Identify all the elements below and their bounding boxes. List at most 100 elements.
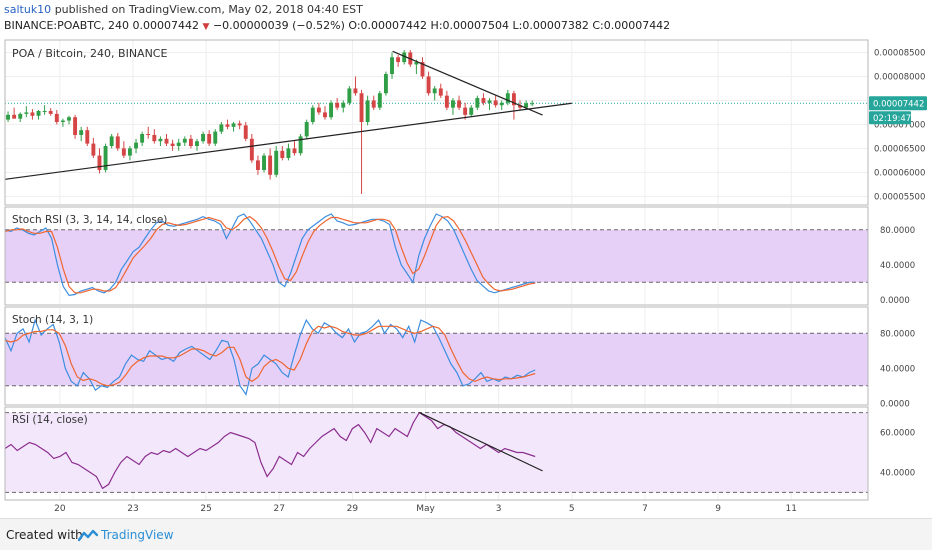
- y-tick-label: 0.00006500: [874, 144, 925, 154]
- candle-body: [347, 88, 352, 103]
- indicator-title: Stoch (14, 3, 1): [12, 314, 93, 326]
- candle-body: [457, 100, 462, 108]
- price-pane-border: [4, 39, 869, 206]
- x-tick-label: 25: [200, 504, 211, 514]
- candle-body: [499, 102, 504, 106]
- candle-body: [73, 117, 78, 135]
- candle-body: [54, 113, 59, 123]
- candle-body: [438, 88, 443, 96]
- candle-body: [60, 120, 65, 123]
- candle-body: [225, 124, 230, 127]
- candle-body: [511, 93, 516, 106]
- indicator-title: RSI (14, close): [12, 414, 88, 426]
- y-tick-label: 0.00006000: [874, 168, 925, 178]
- candle-body: [134, 142, 138, 149]
- pane-frame-0: [4, 39, 869, 206]
- candle-body: [341, 102, 346, 108]
- candle-body: [188, 138, 193, 147]
- last-price-tag: [869, 96, 927, 111]
- published-text: published on TradingView.com, May 02, 20…: [54, 3, 363, 16]
- y-tick-label: 0.00008000: [874, 72, 925, 82]
- candle-body: [207, 134, 212, 144]
- candle-body: [329, 102, 334, 118]
- y-tick-label: 60.0000: [880, 429, 915, 439]
- candle-body: [426, 76, 431, 94]
- x-tick-label: 23: [127, 504, 138, 514]
- candle-body: [219, 124, 224, 132]
- candle-body: [310, 107, 315, 123]
- candle-body: [396, 57, 401, 63]
- candle-body: [377, 93, 382, 108]
- candle-body: [170, 143, 175, 147]
- tradingview-link[interactable]: TradingView: [101, 528, 174, 542]
- indicator-title: Stoch RSI (3, 3, 14, 14, close): [12, 214, 167, 226]
- candle-body: [140, 134, 145, 143]
- chart-canvas[interactable]: 20 23 25 27 29 May 3 5 7 9 11 0.00008500 0.00008000 0…: [0, 0, 932, 518]
- candle-body: [365, 100, 370, 123]
- price-trendline-0: [4, 102, 572, 180]
- series-line-1: [4, 215, 536, 294]
- candle-body: [201, 134, 206, 142]
- candle-body: [402, 52, 407, 63]
- candle-body: [36, 110, 41, 116]
- pane-border: [4, 406, 869, 501]
- candle-body: [316, 107, 321, 113]
- x-tick-label: 27: [274, 504, 285, 514]
- author-username[interactable]: saltuk10: [4, 3, 52, 16]
- y-tick-label: 40.0000: [880, 364, 915, 374]
- candle-body: [42, 110, 47, 112]
- tradingview-logo-icon[interactable]: [77, 528, 99, 547]
- y-tick-label: 0.0000: [880, 399, 910, 409]
- footer-bar: Created with TradingView: [0, 518, 932, 550]
- pane-border: [4, 206, 869, 306]
- last-price: 0.00007442: [132, 19, 200, 32]
- candle-body: [414, 62, 419, 65]
- candle-body: [286, 148, 291, 158]
- price-trendline-1: [392, 50, 543, 116]
- last-price-tag-label: 0.00007442: [873, 100, 924, 110]
- candle-body: [121, 148, 126, 156]
- candle-body: [18, 113, 23, 119]
- band-fill-2: [5, 333, 868, 386]
- candle-body: [146, 134, 151, 136]
- candle-body: [48, 110, 53, 114]
- candle-body: [493, 100, 498, 106]
- candle-body: [487, 100, 492, 103]
- y-tick-label: 80.0000: [880, 226, 915, 236]
- pane-border: [4, 306, 869, 406]
- candle-body: [444, 95, 449, 108]
- x-tick-label: May: [416, 504, 435, 514]
- candle-body: [164, 138, 169, 144]
- down-arrow-icon: ▼: [202, 22, 210, 32]
- symbol-line: BINANCE:POABTC, 240: [4, 19, 130, 32]
- candle-body: [115, 136, 120, 149]
- candle-body: [475, 98, 480, 108]
- countdown-tag-label: 02:19:47: [873, 114, 911, 124]
- candle-body: [67, 117, 71, 121]
- candle-body: [280, 150, 285, 158]
- candle-body: [420, 62, 425, 77]
- created-with-label: Created with: [6, 528, 83, 542]
- candle-body: [243, 125, 248, 139]
- candle-body: [383, 74, 388, 94]
- candle-body: [323, 112, 327, 118]
- x-tick-label: 3: [496, 504, 502, 514]
- y-tick-label: 0.00005500: [874, 192, 925, 202]
- candle-body: [109, 136, 114, 147]
- candle-body: [231, 123, 236, 127]
- band-fill-3: [5, 412, 868, 493]
- candle-body: [268, 155, 273, 175]
- x-tick-label: 5: [569, 504, 575, 514]
- candle-body: [158, 138, 163, 142]
- x-tick-label: 11: [785, 504, 796, 514]
- candle-body: [304, 122, 309, 137]
- candle-body: [463, 107, 468, 115]
- candle-body: [182, 138, 187, 143]
- rsi-trendline: [419, 412, 543, 472]
- x-tick-label: 29: [347, 504, 359, 514]
- candle-body: [6, 114, 10, 120]
- x-tick-label: 7: [642, 504, 648, 514]
- candle-body: [103, 146, 108, 170]
- band-fill-1: [5, 229, 868, 283]
- candle-body: [530, 103, 535, 105]
